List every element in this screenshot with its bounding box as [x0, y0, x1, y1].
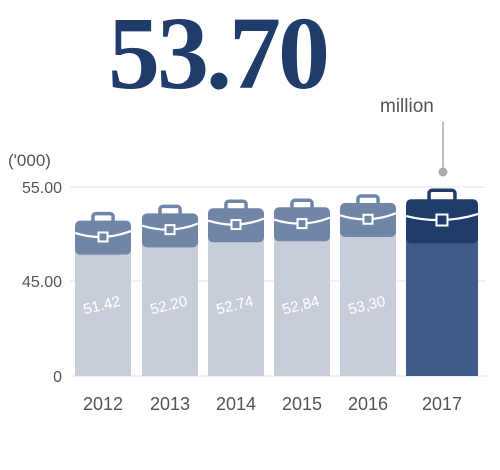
- briefcase-clasp: [435, 213, 449, 227]
- x-tick-label: 2017: [422, 394, 462, 414]
- y-unit-label: ('000): [8, 151, 51, 170]
- bar-body: [340, 221, 396, 376]
- x-tick-label: 2015: [282, 394, 322, 414]
- bar-2016: 53,30: [339, 194, 397, 376]
- bar-2012: 51.42: [74, 211, 132, 376]
- bar-body: [142, 232, 198, 376]
- bar-2013: 52.20: [141, 204, 199, 376]
- headline-unit: million: [380, 96, 434, 117]
- y-tick-label: 45.00: [22, 274, 62, 291]
- bar-body: [406, 223, 478, 376]
- x-tick-label: 2013: [150, 394, 190, 414]
- briefcase-clasp: [164, 224, 176, 236]
- x-tick-label: 2016: [348, 394, 388, 414]
- briefcase-clasp: [97, 231, 109, 243]
- briefcase-clasp: [362, 213, 374, 225]
- bar-body: [208, 226, 264, 376]
- bar-2014: 52.74: [207, 199, 265, 376]
- headline-connector: [438, 122, 448, 177]
- x-tick-label: 2012: [83, 394, 123, 414]
- briefcase-clasp: [230, 219, 242, 231]
- briefcase-clasp: [296, 218, 308, 230]
- y-tick-label: 55.00: [22, 180, 62, 197]
- x-axis-ticks: 2012 2013 2014 2015 2016 2017: [83, 394, 462, 414]
- x-tick-label: 2014: [216, 394, 256, 414]
- bar-body: [274, 226, 330, 376]
- bar-body: [75, 239, 131, 376]
- bar-2015: 52,84: [273, 198, 331, 376]
- bar-2017: [405, 188, 479, 376]
- y-axis-ticks: 55.00 45.00 0: [22, 180, 62, 386]
- y-tick-label: 0: [53, 369, 62, 386]
- connector-dot: [438, 167, 448, 177]
- headline-value: 53.70: [108, 0, 330, 111]
- bars: 51.42 52.20 52.74 52,84 53,30: [74, 188, 479, 376]
